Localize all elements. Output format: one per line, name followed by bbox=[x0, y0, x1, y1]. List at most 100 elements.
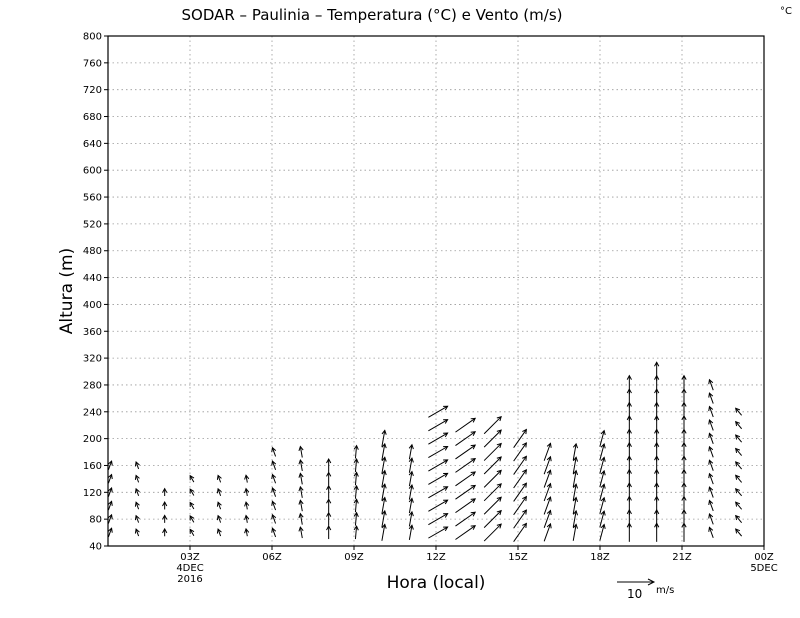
wind-arrow bbox=[483, 496, 502, 515]
wind-arrowhead bbox=[353, 484, 359, 491]
wind-arrow bbox=[708, 419, 714, 431]
wind-arrow bbox=[428, 405, 448, 418]
wind-arrow bbox=[135, 488, 140, 496]
wind-arrow bbox=[735, 475, 743, 483]
wind-arrow bbox=[455, 458, 476, 473]
x-tick-label: 18Z bbox=[590, 552, 610, 563]
wind-arrowhead bbox=[708, 459, 714, 465]
wind-arrowhead bbox=[735, 514, 741, 521]
wind-arrowhead bbox=[546, 496, 552, 502]
wind-arrow bbox=[271, 447, 277, 457]
wind-arrowhead bbox=[496, 496, 502, 502]
wind-arrowhead bbox=[496, 509, 502, 516]
wind-arrowhead bbox=[107, 460, 113, 466]
wind-arrow bbox=[428, 486, 448, 499]
wind-arrowhead bbox=[381, 483, 387, 489]
wind-arrowhead bbox=[216, 474, 222, 480]
wind-arrowhead bbox=[353, 498, 359, 504]
wind-arrow bbox=[572, 484, 577, 501]
y-tick-label: 320 bbox=[83, 354, 102, 365]
wind-arrow bbox=[408, 498, 413, 514]
wind-arrow bbox=[599, 497, 605, 514]
wind-arrowhead bbox=[600, 510, 606, 516]
x-tick-date: 4DEC bbox=[176, 563, 203, 574]
reference-speed-unit: m/s bbox=[656, 585, 674, 596]
y-tick-label: 800 bbox=[83, 32, 102, 43]
wind-arrow bbox=[135, 528, 140, 537]
wind-arrow bbox=[455, 525, 476, 540]
wind-arrowhead bbox=[298, 472, 304, 478]
wind-arrowhead bbox=[496, 442, 502, 449]
y-tick-label: 440 bbox=[83, 273, 102, 284]
wind-arrow bbox=[455, 444, 476, 460]
wind-arrowhead bbox=[546, 455, 552, 462]
wind-arrow bbox=[354, 499, 358, 513]
wind-arrowhead bbox=[522, 442, 527, 448]
wind-arrow bbox=[483, 416, 502, 435]
wind-arrowhead bbox=[735, 461, 741, 467]
wind-arrowhead bbox=[681, 374, 687, 380]
wind-arrow bbox=[217, 502, 222, 510]
wind-arrow bbox=[354, 458, 358, 472]
wind-arrowhead bbox=[735, 501, 741, 507]
wind-arrow bbox=[513, 429, 527, 449]
wind-arrow bbox=[455, 471, 476, 487]
wind-arrowhead bbox=[708, 405, 714, 412]
wind-arrow bbox=[381, 524, 386, 541]
wind-arrowhead bbox=[496, 429, 502, 435]
wind-arrow bbox=[135, 502, 140, 510]
y-tick-label: 240 bbox=[83, 407, 102, 418]
wind-arrowhead bbox=[496, 415, 502, 422]
wind-arrow bbox=[381, 457, 386, 474]
wind-arrow bbox=[735, 501, 743, 510]
wind-arrow bbox=[543, 483, 551, 502]
wind-arrowhead bbox=[522, 495, 527, 502]
wind-arrowhead bbox=[271, 513, 277, 520]
y-tick-label: 760 bbox=[83, 58, 102, 69]
grid-lines bbox=[108, 35, 765, 547]
wind-arrowhead bbox=[244, 474, 250, 480]
wind-arrowhead bbox=[654, 361, 660, 367]
wind-arrow bbox=[299, 446, 303, 458]
wind-arrowhead bbox=[600, 429, 606, 436]
wind-arrow bbox=[708, 392, 714, 404]
wind-arrowhead bbox=[134, 461, 140, 467]
wind-arrowhead bbox=[735, 407, 741, 413]
wind-arrow bbox=[354, 472, 358, 486]
wind-arrow bbox=[735, 407, 743, 416]
wind-arrow bbox=[217, 475, 222, 483]
wind-arrowhead bbox=[134, 514, 140, 521]
y-axis-label: Altura (m) bbox=[57, 248, 77, 334]
wind-arrowhead bbox=[546, 442, 552, 448]
x-tick-date: 5DEC bbox=[750, 563, 777, 574]
wind-arrowhead bbox=[470, 484, 477, 490]
wind-arrowhead bbox=[708, 499, 714, 506]
wind-arrow bbox=[513, 469, 527, 489]
wind-arrowhead bbox=[443, 419, 449, 424]
wind-arrowhead bbox=[353, 525, 359, 531]
wind-arrow bbox=[271, 487, 277, 497]
wind-arrowhead bbox=[189, 488, 195, 494]
wind-arrow bbox=[428, 526, 448, 539]
wind-arrowhead bbox=[134, 501, 140, 507]
wind-arrowhead bbox=[626, 374, 632, 380]
wind-arrowhead bbox=[408, 497, 414, 503]
wind-arrowhead bbox=[107, 500, 113, 506]
wind-arrowhead bbox=[470, 417, 477, 423]
wind-arrow bbox=[299, 473, 303, 485]
wind-arrow bbox=[708, 486, 714, 498]
wind-arrowhead bbox=[408, 443, 414, 450]
wind-arrow bbox=[381, 497, 386, 515]
wind-arrowhead bbox=[708, 472, 714, 479]
wind-arrowhead bbox=[443, 459, 449, 465]
wind-arrowhead bbox=[381, 509, 387, 516]
wind-arrowhead bbox=[496, 456, 502, 462]
wind-arrow bbox=[408, 484, 413, 500]
wind-arrowhead bbox=[708, 419, 714, 425]
wind-arrowhead bbox=[522, 455, 527, 461]
y-tick-label: 560 bbox=[83, 193, 102, 204]
wind-arrow bbox=[135, 461, 140, 470]
wind-arrowhead bbox=[546, 482, 552, 489]
wind-arrowhead bbox=[353, 511, 359, 518]
wind-arrowhead bbox=[735, 528, 741, 534]
